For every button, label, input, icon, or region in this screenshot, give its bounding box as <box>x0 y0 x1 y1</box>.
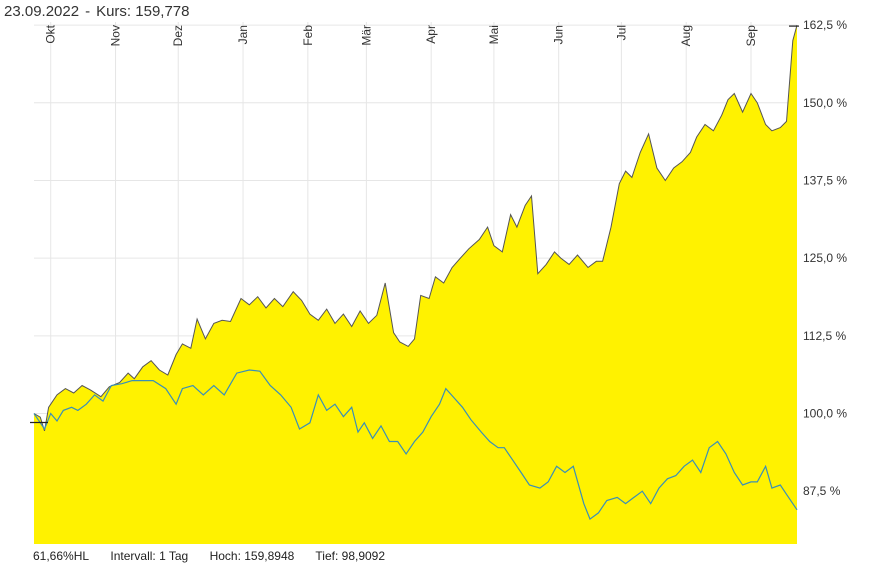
footer-low: Tief: 98,9092 <box>315 549 386 563</box>
x-tick-label: Jul <box>614 25 628 40</box>
footer-interval: Intervall: 1 Tag <box>110 549 189 563</box>
main-series-line <box>33 24 798 432</box>
y-tick-label: 112,5 % <box>803 329 846 343</box>
x-tick-label: Apr <box>424 25 438 44</box>
header-separator: - <box>85 3 91 20</box>
x-tick-label: Mär <box>359 25 373 46</box>
x-tick-label: Aug <box>679 25 693 46</box>
header-date: 23.09.2022 <box>4 3 80 20</box>
x-tick-label: Mai <box>487 25 501 44</box>
y-tick-label: 125,0 % <box>803 251 847 265</box>
y-tick-label: 87,5 % <box>803 484 841 498</box>
header-price: Kurs: 159,778 <box>96 3 190 20</box>
footer-high: Hoch: 159,8948 <box>209 549 295 563</box>
x-tick-label: Jan <box>236 25 250 44</box>
y-tick-label: 162,5 % <box>803 18 847 32</box>
y-tick-label: 137,5 % <box>803 173 847 187</box>
y-tick-label: 150,0 % <box>803 96 847 110</box>
x-tick-label: Dez <box>171 25 185 46</box>
y-tick-label: 100,0 % <box>803 407 847 421</box>
footer-performance: 61,66%HL <box>33 549 90 563</box>
benchmark-series-line <box>33 369 798 521</box>
chart-header: 23.09.2022- Kurs: 159,778 <box>4 3 189 20</box>
x-tick-label: Okt <box>44 24 58 43</box>
x-tick-label: Nov <box>109 25 123 46</box>
x-tick-label: Sep <box>744 25 758 47</box>
x-tick-label: Feb <box>301 25 315 46</box>
main-series-area <box>34 25 797 545</box>
chart-footer: 61,66%HL Intervall: 1 Tag Hoch: 159,8948… <box>33 549 403 563</box>
x-tick-label: Jun <box>552 25 566 44</box>
